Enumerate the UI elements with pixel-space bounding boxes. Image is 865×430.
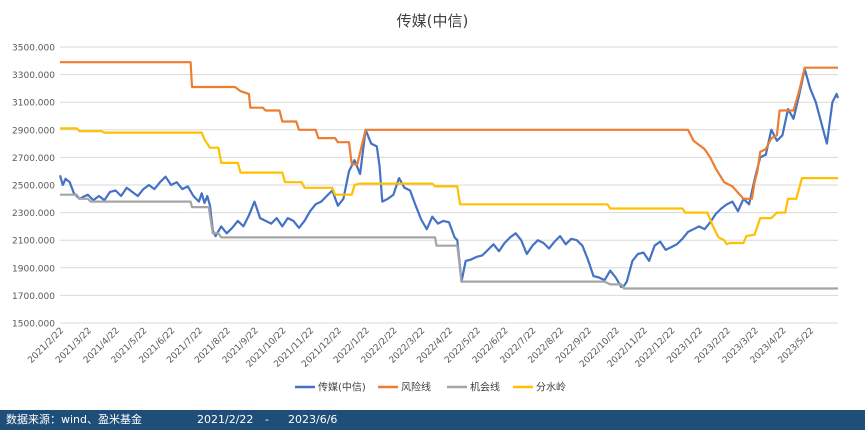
legend-label: 分水岭	[536, 381, 566, 394]
y-tick-label: 3100.000	[12, 99, 55, 109]
date-start-text: 2021/2/22	[197, 413, 254, 426]
series-line	[60, 193, 838, 290]
legend-label: 传媒(中信)	[318, 381, 366, 394]
y-tick-label: 3300.000	[12, 71, 55, 81]
y-tick-label: 2500.000	[12, 182, 55, 192]
y-tick-label: 3500.000	[12, 44, 55, 54]
y-tick-label: 1900.000	[12, 264, 55, 274]
series-line	[58, 68, 840, 289]
y-tick-label: 2900.000	[12, 126, 55, 136]
legend-item: 传媒(中信)	[295, 381, 366, 394]
legend-label: 机会线	[470, 381, 500, 394]
y-tick-label: 1500.000	[12, 320, 55, 330]
date-end-text: 2023/6/6	[288, 413, 338, 426]
legend-item: 分水岭	[513, 381, 566, 394]
y-tick-label: 2100.000	[12, 237, 55, 247]
legend-item: 风险线	[378, 381, 431, 394]
chart-title: 传媒(中信)	[396, 12, 469, 30]
legend-label: 风险线	[401, 381, 431, 394]
line-chart: 1500.000 1700.000 1900.000 2100.000 2300.000…	[12, 44, 840, 394]
footer-bar: 数据来源：wind、盈米基金 2021/2/22 - 2023/6/6	[0, 410, 865, 430]
series-line	[60, 61, 838, 200]
series-line	[60, 127, 838, 246]
y-tick-label: 2300.000	[12, 209, 55, 219]
chart-panel: 传媒(中信) 1500.000 1700.000 1900.000 2100.000 2…	[0, 0, 865, 410]
date-separator: -	[265, 413, 269, 426]
legend-item: 机会线	[447, 381, 500, 394]
y-tick-label: 1700.000	[12, 292, 55, 302]
y-tick-label: 2700.000	[12, 154, 55, 164]
data-source-text: 数据来源：wind、盈米基金	[6, 413, 143, 426]
